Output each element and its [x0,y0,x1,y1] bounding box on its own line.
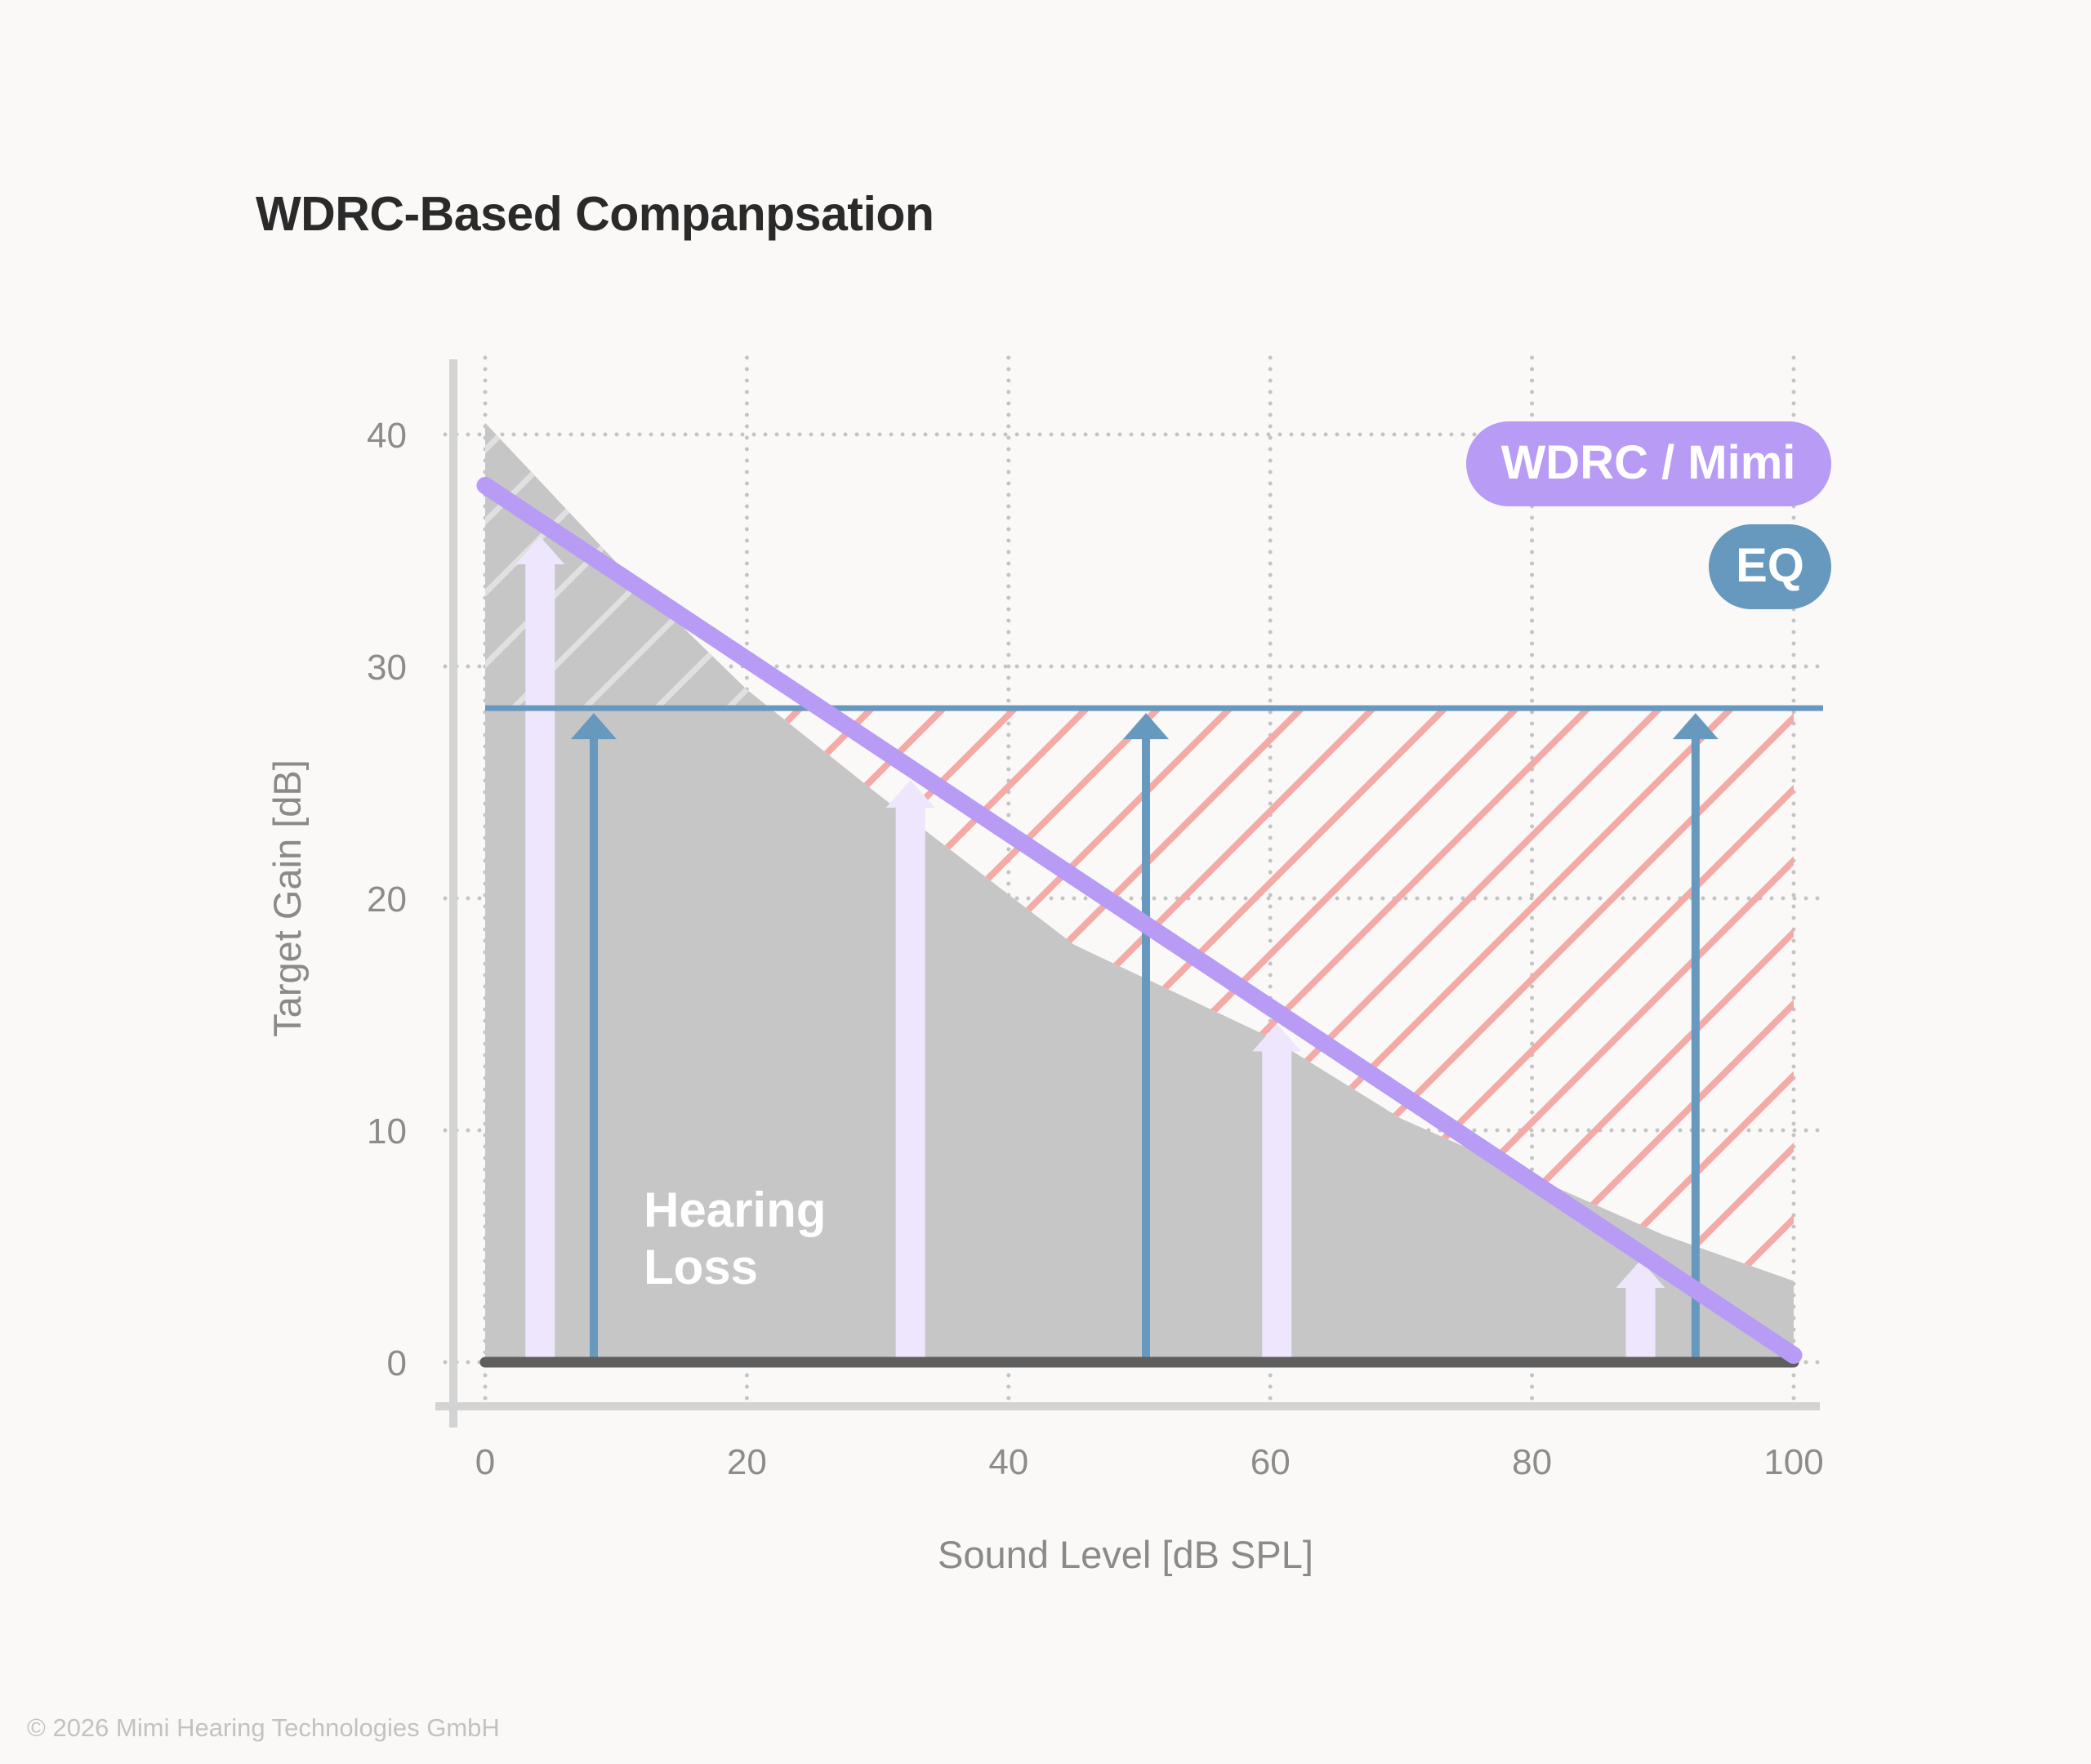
x-tick-label-5: 100 [1763,1442,1823,1482]
wdrc-arrow-2 [1252,1023,1302,1357]
x-tick-label-3: 60 [1251,1442,1291,1482]
chart-marks [476,476,1823,1368]
eq-arrow-head-0 [570,713,617,740]
x-tick-label-2: 40 [988,1442,1028,1482]
legend-eq-label: EQ [1736,539,1804,592]
wdrc-arrow-1 [885,780,935,1357]
y-axis-label: Target Gain [dB] [265,760,309,1037]
x-tick-label-1: 20 [727,1442,767,1482]
x-tick-label-0: 0 [475,1442,495,1482]
y-tick-label-3: 30 [367,648,407,688]
wdrc-series-line [476,476,1803,1364]
page-title: WDRC-Based Companpsation [256,187,934,241]
y-tick-label-4: 40 [367,416,407,456]
axes [435,359,1820,1428]
eq-arrow-head-2 [1672,713,1719,740]
x-tick-label-4: 80 [1512,1442,1552,1482]
legend-wdrc-pill [1466,421,1831,506]
legend-eq-pill [1709,524,1831,609]
y-tick-label-0: 0 [387,1343,407,1383]
under-gain-hatch-area [485,422,771,709]
y-tick-label-1: 10 [367,1111,407,1152]
hearing-loss-label-line2: Loss [644,1240,758,1294]
legend-wdrc-label: WDRC / Mimi [1501,436,1796,489]
wdrc-arrow-0 [515,536,565,1357]
wdrc-arrow-3 [1616,1260,1665,1357]
y-tick-label-2: 20 [367,880,407,920]
eq-arrow-head-1 [1123,713,1170,740]
x-axis-label: Sound Level [dB SPL] [938,1533,1313,1576]
legend: WDRC / Mimi EQ [1466,421,1831,609]
tick-labels: 0 20 40 60 80 100 0 10 20 30 40 [367,416,1824,1482]
copyright-notice: © 2026 Mimi Hearing Technologies GmbH [27,1713,500,1742]
axis-labels: Sound Level [dB SPL] Target Gain [dB] He… [265,760,1313,1576]
hearing-loss-area [485,422,1794,1362]
hearing-loss-label-line1: Hearing [644,1183,826,1237]
